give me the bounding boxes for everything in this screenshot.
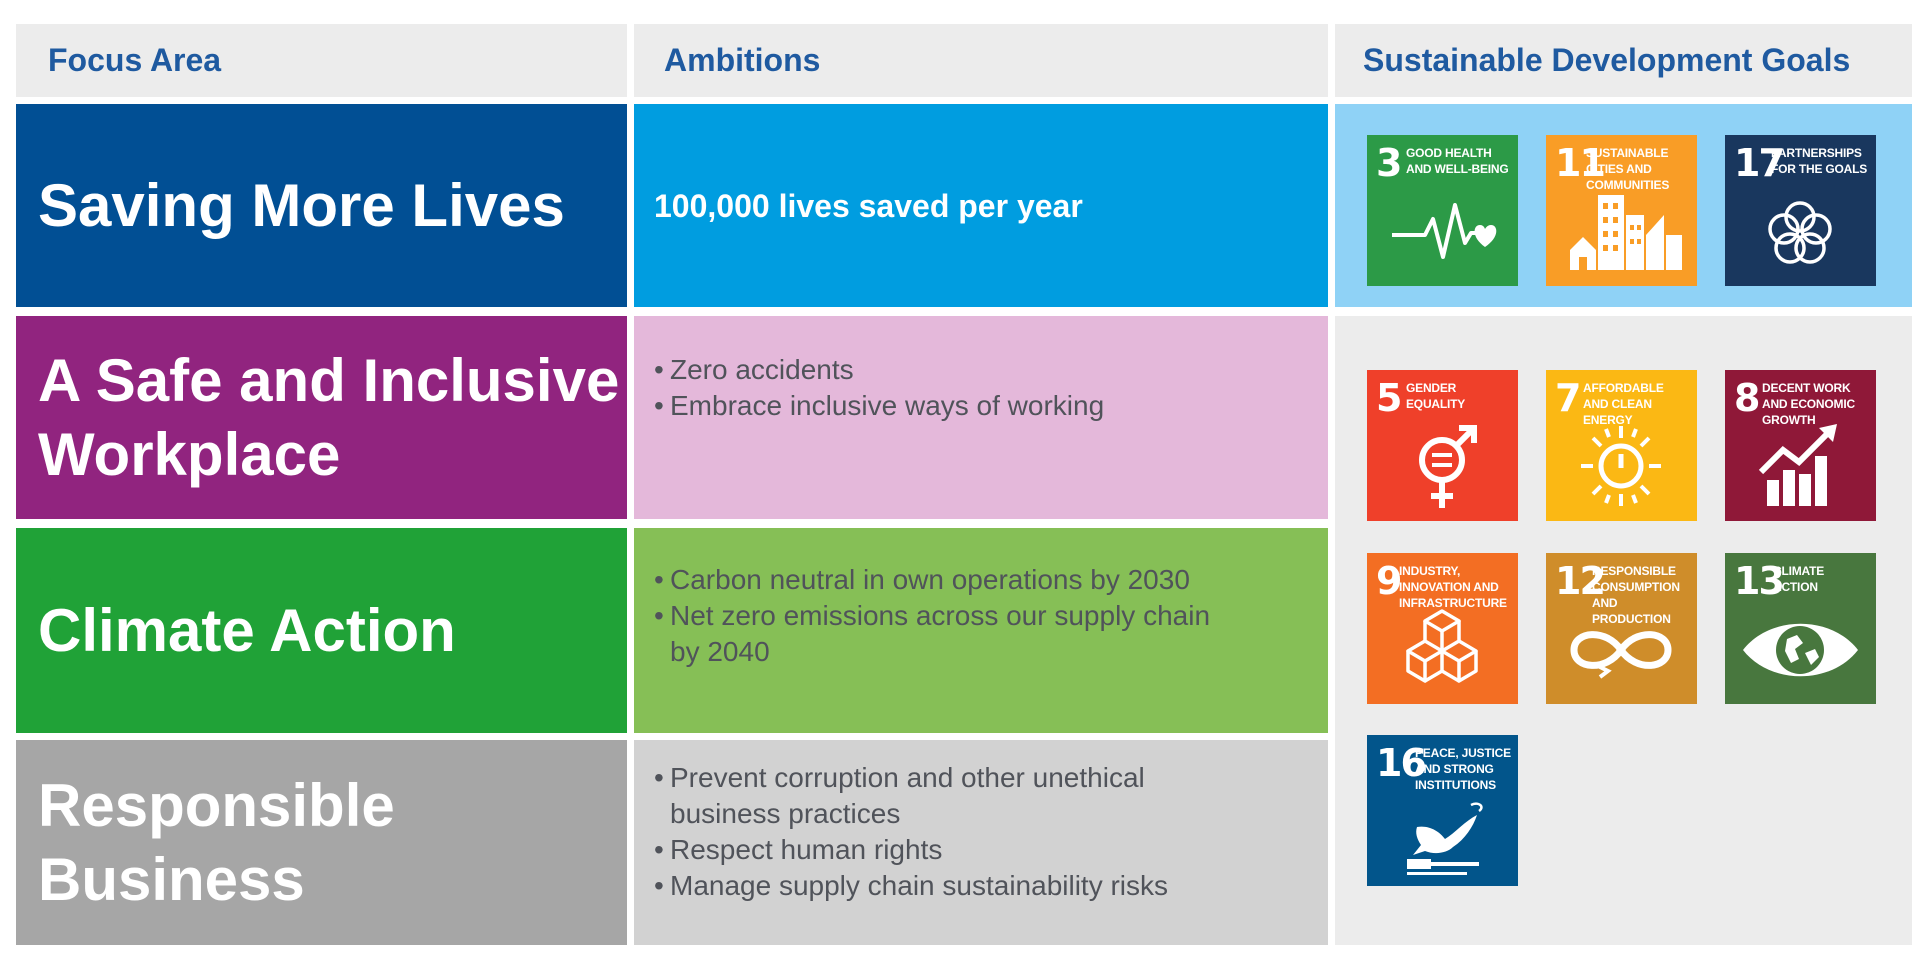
focus-responsible-business: Responsible Business [16,740,627,945]
sdg-label: Responsible Consumption and Production [1592,564,1680,626]
dove-gavel-icon [1407,802,1483,875]
ambition-bullets: Zero accidents Embrace inclusive ways of… [652,352,1328,424]
sdg-number: 8 [1734,376,1760,420]
focus-label: Climate Action [38,596,456,664]
cubes-icon [1406,609,1478,683]
rings-icon [1768,201,1832,264]
ambition-bullets: Carbon neutral in own operations by 2030… [652,562,1232,670]
infinity-icon [1570,631,1672,679]
sdg-label: Industry, Innovation and Infrastructure [1399,564,1507,610]
sdg-tile-11: 11 Sustainable Cities and Communities [1546,135,1697,286]
header-focus-area: Focus Area [16,24,627,97]
focus-saving-more-lives: Saving More Lives [16,104,627,307]
ambition-bullet: Zero accidents [652,352,1328,388]
ambition-bullet: Prevent corruption and other unethical b… [652,760,1212,832]
sdg-label: Partnerships for the Goals [1771,146,1868,176]
sdg-tile-7: 7 Affordable and Clean Energy [1546,370,1697,521]
sdg-number: 7 [1555,376,1581,420]
sdg-label: Sustainable Cities and Communities [1586,146,1670,192]
ambition-bullets: Prevent corruption and other unethical b… [652,760,1212,904]
heartbeat-icon [1392,203,1497,259]
gender-icon [1419,425,1477,508]
ambition-bullet: Embrace inclusive ways of working [652,388,1328,424]
earth-eye-icon [1743,623,1858,677]
sdg-number: 11 [1555,141,1606,185]
sdg-label: Decent Work and Economic Growth [1762,381,1855,427]
sdg-label: Peace, Justice and Strong Institutions [1415,746,1511,792]
sdg-tile-12: 12 Responsible Consumption and Productio… [1546,553,1697,704]
ambition-responsible-business: Prevent corruption and other unethical b… [634,740,1328,945]
sdg-tile-17: 17 Partnerships for the Goals [1725,135,1876,286]
sdg-number: 13 [1734,559,1785,603]
focus-label: Responsible Business [38,771,395,913]
header-ambitions-label: Ambitions [664,42,821,78]
sdg-number: 16 [1376,741,1427,785]
sdg-number: 5 [1376,376,1402,420]
ambition-bullet: Respect human rights [652,832,1212,868]
sdg-label: Climate Action [1773,564,1825,594]
sdg-tile-8: 8 Decent Work and Economic Growth [1725,370,1876,521]
sdg-tile-16: 16 Peace, Justice and Strong Institution… [1367,735,1518,886]
focus-safe-inclusive-workplace: A Safe and Inclusive Workplace [16,316,627,519]
focus-label: A Safe and Inclusive Workplace [38,346,620,488]
ambition-bullet: Net zero emissions across our supply cha… [652,598,1232,670]
focus-label: Saving More Lives [38,171,565,239]
ambition-bullet: Manage supply chain sustainability risks [652,868,1212,904]
sdg-label: Affordable and Clean Energy [1583,381,1664,427]
sdg-tile-13: 13 Climate Action [1725,553,1876,704]
ambition-safe-inclusive-workplace: Zero accidents Embrace inclusive ways of… [634,316,1328,519]
sun-power-icon [1581,426,1661,506]
sdg-number: 3 [1376,141,1402,185]
ambition-saving-more-lives: 100,000 lives saved per year [634,104,1328,307]
focus-climate-action: Climate Action [16,528,627,733]
sdg-label: Good Health and Well-Being [1406,146,1509,176]
sdg-tile-9: 9 Industry, Innovation and Infrastructur… [1367,553,1518,704]
ambition-climate-action: Carbon neutral in own operations by 2030… [634,528,1328,733]
sdg-label: Gender Equality [1406,381,1466,411]
header-sdg: Sustainable Development Goals [1335,24,1912,97]
sdg-number: 17 [1734,141,1785,185]
ambition-lead-text: 100,000 lives saved per year [654,187,1083,224]
sdg-number: 9 [1376,559,1402,603]
ambition-bullet: Carbon neutral in own operations by 2030 [652,562,1232,598]
header-ambitions: Ambitions [634,24,1328,97]
sdg-tile-3: 3 Good Health and Well-Being [1367,135,1518,286]
header-sdg-label: Sustainable Development Goals [1363,42,1851,78]
header-focus-area-label: Focus Area [48,42,222,78]
sdg-tile-5: 5 Gender Equality [1367,370,1518,521]
growth-chart-icon [1758,424,1837,506]
sdg-number: 12 [1555,559,1606,603]
city-icon [1570,195,1682,270]
